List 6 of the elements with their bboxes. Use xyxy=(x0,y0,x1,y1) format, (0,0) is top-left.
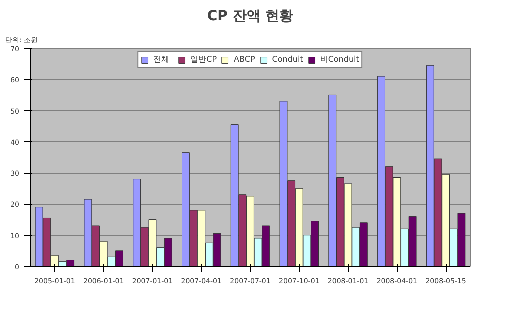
legend-label: 전체 xyxy=(154,54,171,65)
legend-label: Conduit xyxy=(272,55,304,64)
chart-title: CP 잔액 현황 xyxy=(207,8,294,24)
legend-label: ABCP xyxy=(234,55,256,64)
legend-label: 일반CP xyxy=(190,54,218,65)
legend-label: 비Conduit xyxy=(320,54,360,65)
